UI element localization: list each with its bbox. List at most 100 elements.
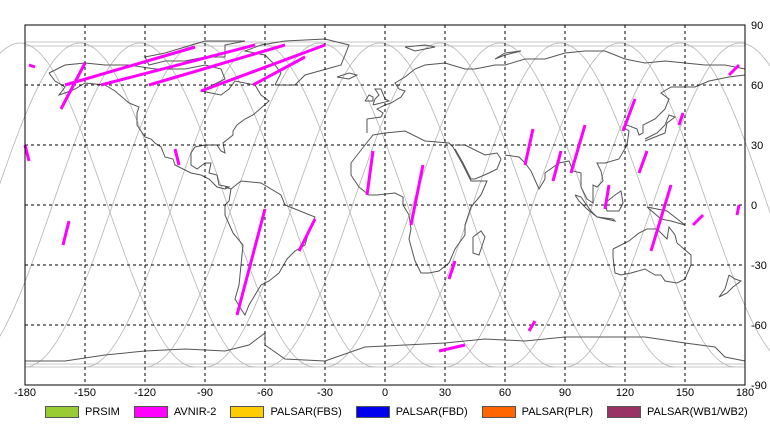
orbit-track [199,42,376,368]
acquisition-segment [677,112,685,126]
x-tick-label: 60 [499,387,511,399]
acquisition-segment [438,343,466,353]
acquisition-segment [100,43,256,87]
coastline [494,50,522,60]
orbit-track [444,42,621,368]
orbit-track [319,42,496,368]
orbit-track [19,42,196,368]
acquisition-segment [235,208,267,316]
x-tick-label: 150 [676,387,694,399]
coastline [372,88,391,106]
orbit-track [24,42,201,368]
coastline [25,332,746,362]
y-tick-label: -60 [751,320,767,332]
coastline [718,274,743,298]
legend-item-prsim: PRSIM [45,406,120,418]
y-tick-label: -30 [751,260,767,272]
acquisition-segment [59,62,87,110]
orbit-track [499,42,676,368]
orbit-track [379,42,556,368]
orbit-track [504,42,681,368]
y-tick-label: 60 [751,80,763,92]
coastline [454,144,502,180]
acquisition-segment [365,150,375,196]
acquisition-segment [603,184,611,210]
y-tick-label: -90 [751,380,767,392]
legend-item-palsar-plr: PALSAR(PLR) [481,406,593,418]
x-tick-label: -90 [197,387,213,399]
coastline [224,180,316,317]
orbit-track [559,42,736,368]
orbit-track [264,42,441,368]
acquisition-segment [23,144,31,162]
acquisition-segment [447,260,457,280]
coastline [404,44,436,52]
coastline [472,230,486,256]
coastline [364,94,374,102]
acquisition-segment [409,164,425,226]
acquisition-segment [569,124,587,174]
acquisition-segment [173,148,181,166]
acquisition-segment [527,320,537,332]
legend-swatch-avnir2 [133,406,168,418]
coastline [596,216,617,222]
acquisition-segment [735,204,741,216]
orbit-track [139,42,316,368]
y-tick-label: 30 [751,140,763,152]
acquisition-segment [637,150,649,174]
legend-swatch-prsim [45,406,79,418]
legend-swatch-palsar-fbd [355,406,390,418]
legend: PRSIM AVNIR-2 PALSAR(FBS) PALSAR(FBD) PA… [45,403,762,421]
orbit-track [204,42,381,368]
x-tick-label: -60 [257,387,273,399]
legend-label-palsar-fbd: PALSAR(FBD) [395,406,468,418]
x-tick-label: 180 [736,387,754,399]
y-axis-labels: 90 60 30 0 -30 -60 -90 [751,20,767,392]
legend-label-palsar-fbs: PALSAR(FBS) [270,406,342,418]
acquisition-segment [252,55,306,87]
acquisition-segment [200,43,326,93]
x-tick-label: 90 [559,387,571,399]
x-tick-label: 30 [439,387,451,399]
coastline [504,74,746,204]
acquisition-segment [28,63,36,69]
legend-label-avnir2: AVNIR-2 [173,406,217,418]
orbit-track [0,42,81,185]
x-axis-labels: -180 -150 -120 -90 -60 -30 0 30 60 90 120 150 180 [14,387,754,399]
legend-item-palsar-fbd: PALSAR(FBD) [355,406,468,418]
legend-swatch-palsar-plr [481,406,516,418]
acquisition-segment [523,128,535,166]
acquisition-segments [23,43,741,353]
acquisition-segment [649,184,673,252]
x-tick-label: 120 [616,387,634,399]
legend-swatch-palsar-fbs [230,406,265,418]
acquisition-segment [551,150,563,182]
y-tick-label: 0 [751,200,757,212]
y-tick-label: 90 [751,20,763,32]
acquisition-segment [148,43,286,87]
acquisition-segment [621,98,637,132]
coastline [350,130,488,274]
acquisition-segment [64,45,196,87]
legend-swatch-palsar-wb [607,406,641,418]
coastline [144,40,246,66]
acquisition-segment [727,63,741,77]
acquisition-segment [61,220,71,246]
map-frame [24,24,746,386]
legend-label-prsim: PRSIM [85,406,120,418]
lat-lon-grid [25,25,745,385]
legend-item-palsar-wb: PALSAR(WB1/WB2) [607,406,748,418]
coastline [612,225,692,284]
acquisition-segment [691,213,705,227]
coastline [336,72,359,80]
legend-item-palsar-fbs: PALSAR(FBS) [230,406,342,418]
orbit-track [84,42,261,368]
acquisition-segment [297,218,317,252]
x-tick-label: -180 [14,387,36,399]
x-tick-label: -150 [74,387,96,399]
x-tick-label: 0 [382,387,388,399]
coastline [604,190,624,212]
x-tick-label: -30 [317,387,333,399]
x-tick-label: -120 [134,387,156,399]
